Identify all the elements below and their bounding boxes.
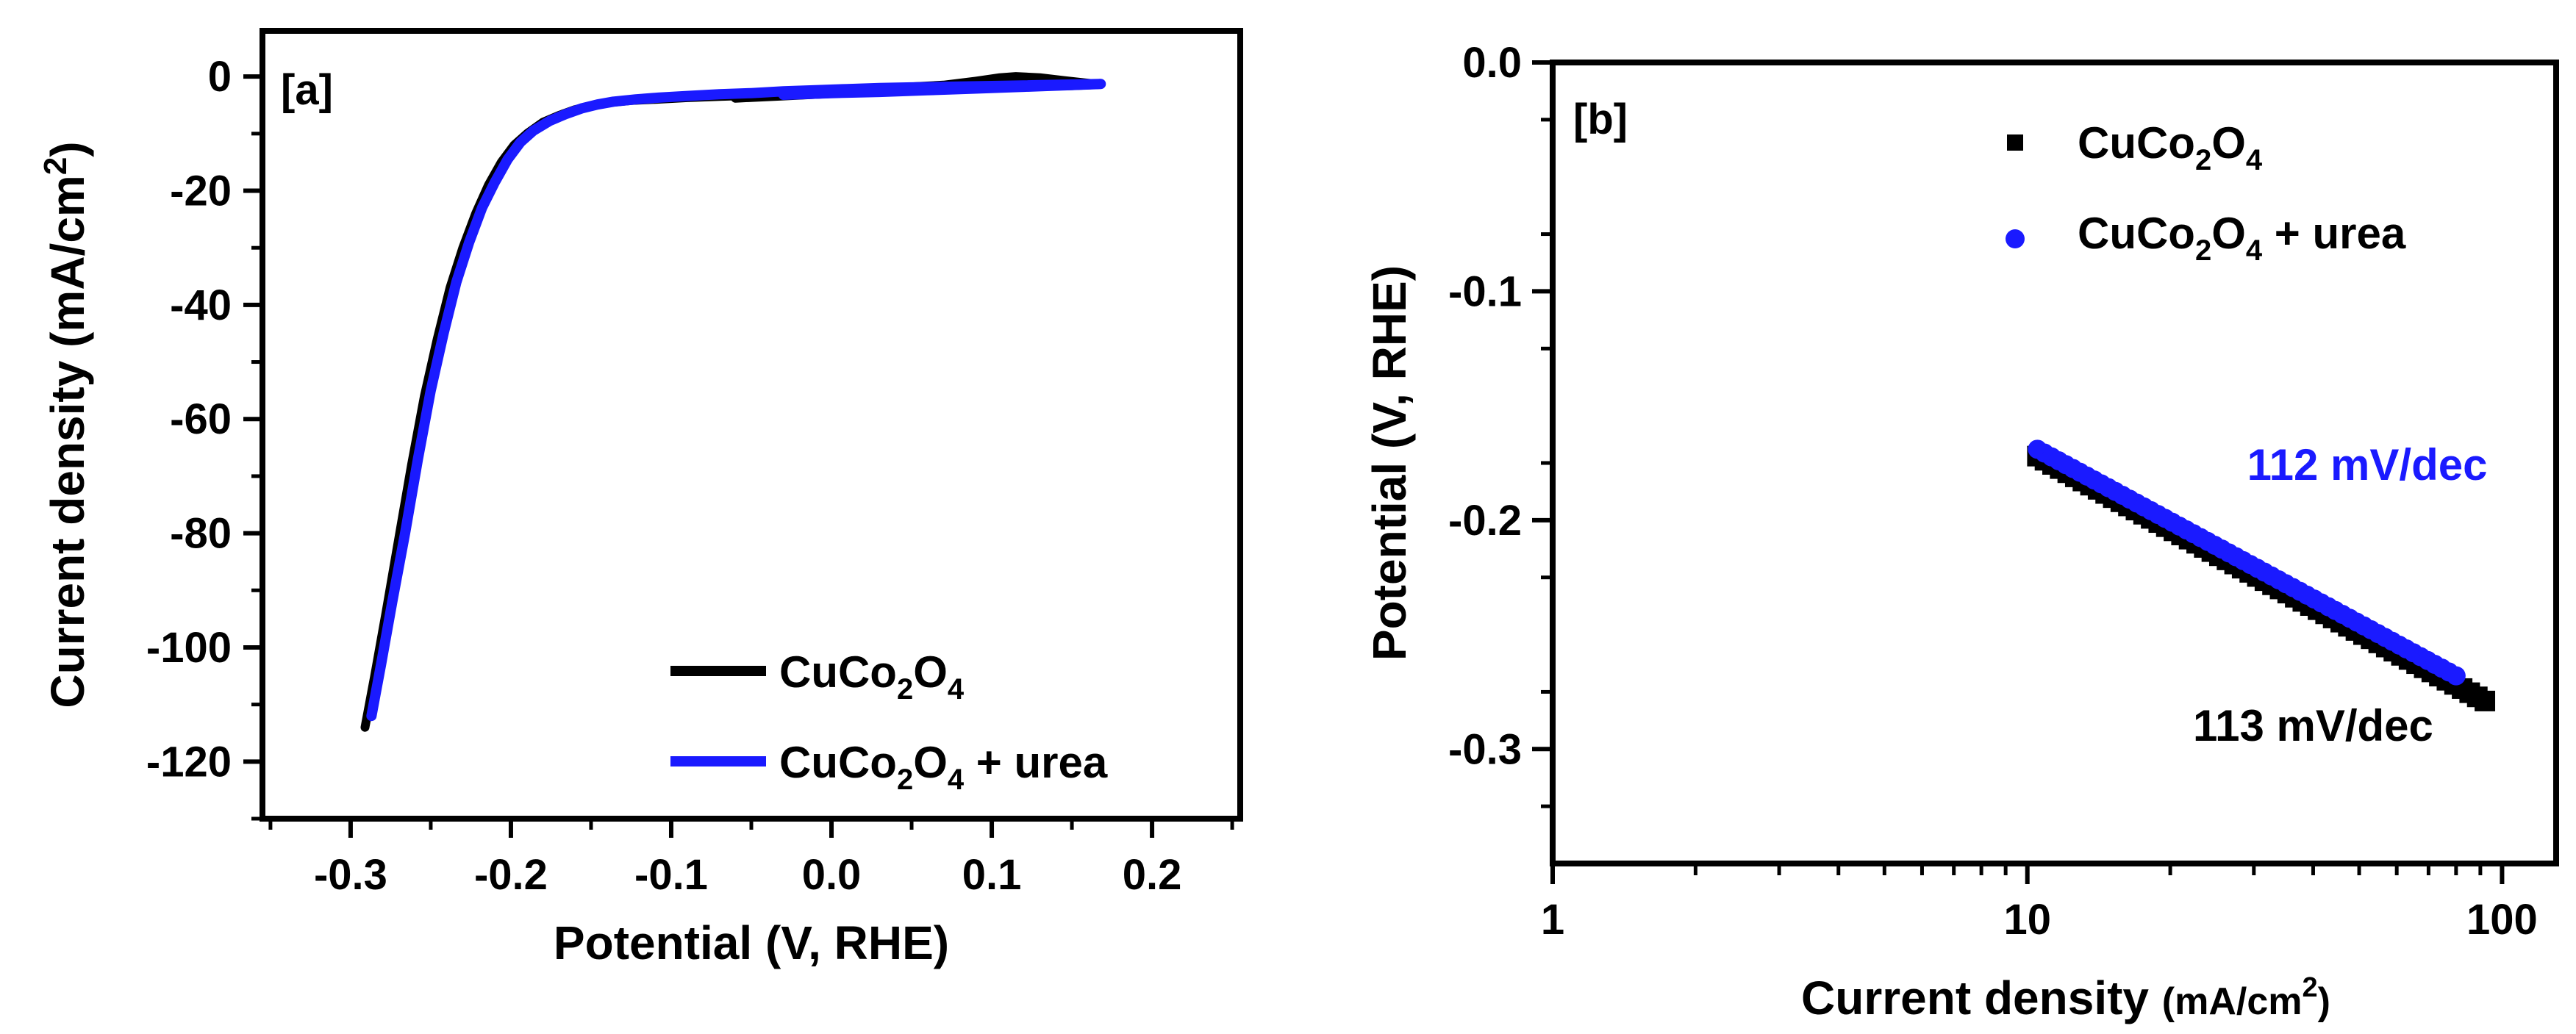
panel-a-x-axis-label: Potential (V, RHE) <box>554 916 949 969</box>
panel-b-legend-label-urea: CuCo2O4 + urea <box>2078 209 2406 267</box>
panel-b-point-urea <box>2446 666 2466 686</box>
panel-b-legend-marker-cuco2o4 <box>2007 134 2023 151</box>
panel-a-chart: -0.3 -0.2 -0.1 0.0 0.1 0.2 0 -20 -40 -60 -80 -100 -… <box>37 28 1243 969</box>
panel-a-x-tick-label: 0.1 <box>962 851 1022 899</box>
panel-b-label: [b] <box>1573 96 1628 143</box>
panel-b-x-tick-label: 100 <box>2466 896 2538 944</box>
panel-a-frame <box>260 28 1243 822</box>
panel-b-y-axis-label: Potential (V, RHE) <box>1363 265 1416 661</box>
panel-a-y-tick-label: -120 <box>146 738 232 786</box>
panel-a-y-tick-label: 0 <box>208 53 232 101</box>
panel-b-x-tick-label: 10 <box>2003 896 2051 944</box>
panel-a-legend-label-urea: CuCo2O4 + urea <box>779 738 1108 796</box>
panel-b-legend-marker-urea <box>2006 229 2025 248</box>
panel-a-y-tick-label: -100 <box>146 624 232 672</box>
panel-b-y-tick-label: 0.0 <box>1462 39 1522 87</box>
panel-b-y-tick-label: -0.3 <box>1448 725 1522 773</box>
panel-a-x-ticks: -0.3 -0.2 -0.1 0.0 0.1 0.2 <box>268 819 1234 899</box>
panel-b-chart: 1 10 100 0.0 -0.1 -0.2 -0.3 [b] Current densi… <box>1363 39 2559 1024</box>
panel-a-x-tick-label: -0.2 <box>474 851 548 899</box>
panel-b-legend-label-cuco2o4: CuCo2O4 <box>2078 118 2263 176</box>
panel-a-series-line-1 <box>366 79 1106 722</box>
panel-a-y-tick-label: -60 <box>170 395 232 443</box>
panel-b-x-axis-label: Current density (mA/cm2) <box>1801 972 2330 1024</box>
panel-a-label: [a] <box>281 66 333 114</box>
panel-a-series-line-0 <box>360 72 1106 732</box>
panel-a-curves <box>360 72 1106 732</box>
panel-b-legend: CuCo2O4 CuCo2O4 + urea <box>2006 118 2406 267</box>
panel-a-y-axis-label: Current density (mA/cm2) <box>37 141 94 708</box>
panel-a-x-tick-label: -0.1 <box>634 851 708 899</box>
panel-b-y-ticks: 0.0 -0.1 -0.2 -0.3 <box>1448 39 1553 808</box>
panel-a-legend: CuCo2O4 CuCo2O4 + urea <box>670 647 1108 796</box>
panel-b-points <box>2027 439 2496 711</box>
panel-a-y-tick-label: -40 <box>170 281 232 329</box>
panel-b-x-ticks: 1 10 100 <box>1541 864 2538 944</box>
panel-a-x-tick-label: 0.0 <box>802 851 862 899</box>
panel-a-legend-label-cuco2o4: CuCo2O4 <box>779 647 965 706</box>
panel-b-point-cuco2o4 <box>2475 690 2496 711</box>
panel-a-x-tick-label: 0.2 <box>1123 851 1182 899</box>
panel-b-y-tick-label: -0.1 <box>1448 268 1522 315</box>
panel-b-slope-label-urea: 112 mV/dec <box>2247 440 2488 489</box>
panel-b-y-tick-label: -0.2 <box>1448 497 1522 545</box>
panel-a-y-ticks: 0 -20 -40 -60 -80 -100 -120 <box>146 53 262 821</box>
panel-a-y-tick-label: -80 <box>170 510 232 558</box>
panel-b-slope-label-cuco2o4: 113 mV/dec <box>2193 701 2433 750</box>
panel-a-x-tick-label: -0.3 <box>314 851 387 899</box>
panel-b-x-tick-label: 1 <box>1541 896 1564 944</box>
panel-a-y-tick-label: -20 <box>170 168 232 215</box>
